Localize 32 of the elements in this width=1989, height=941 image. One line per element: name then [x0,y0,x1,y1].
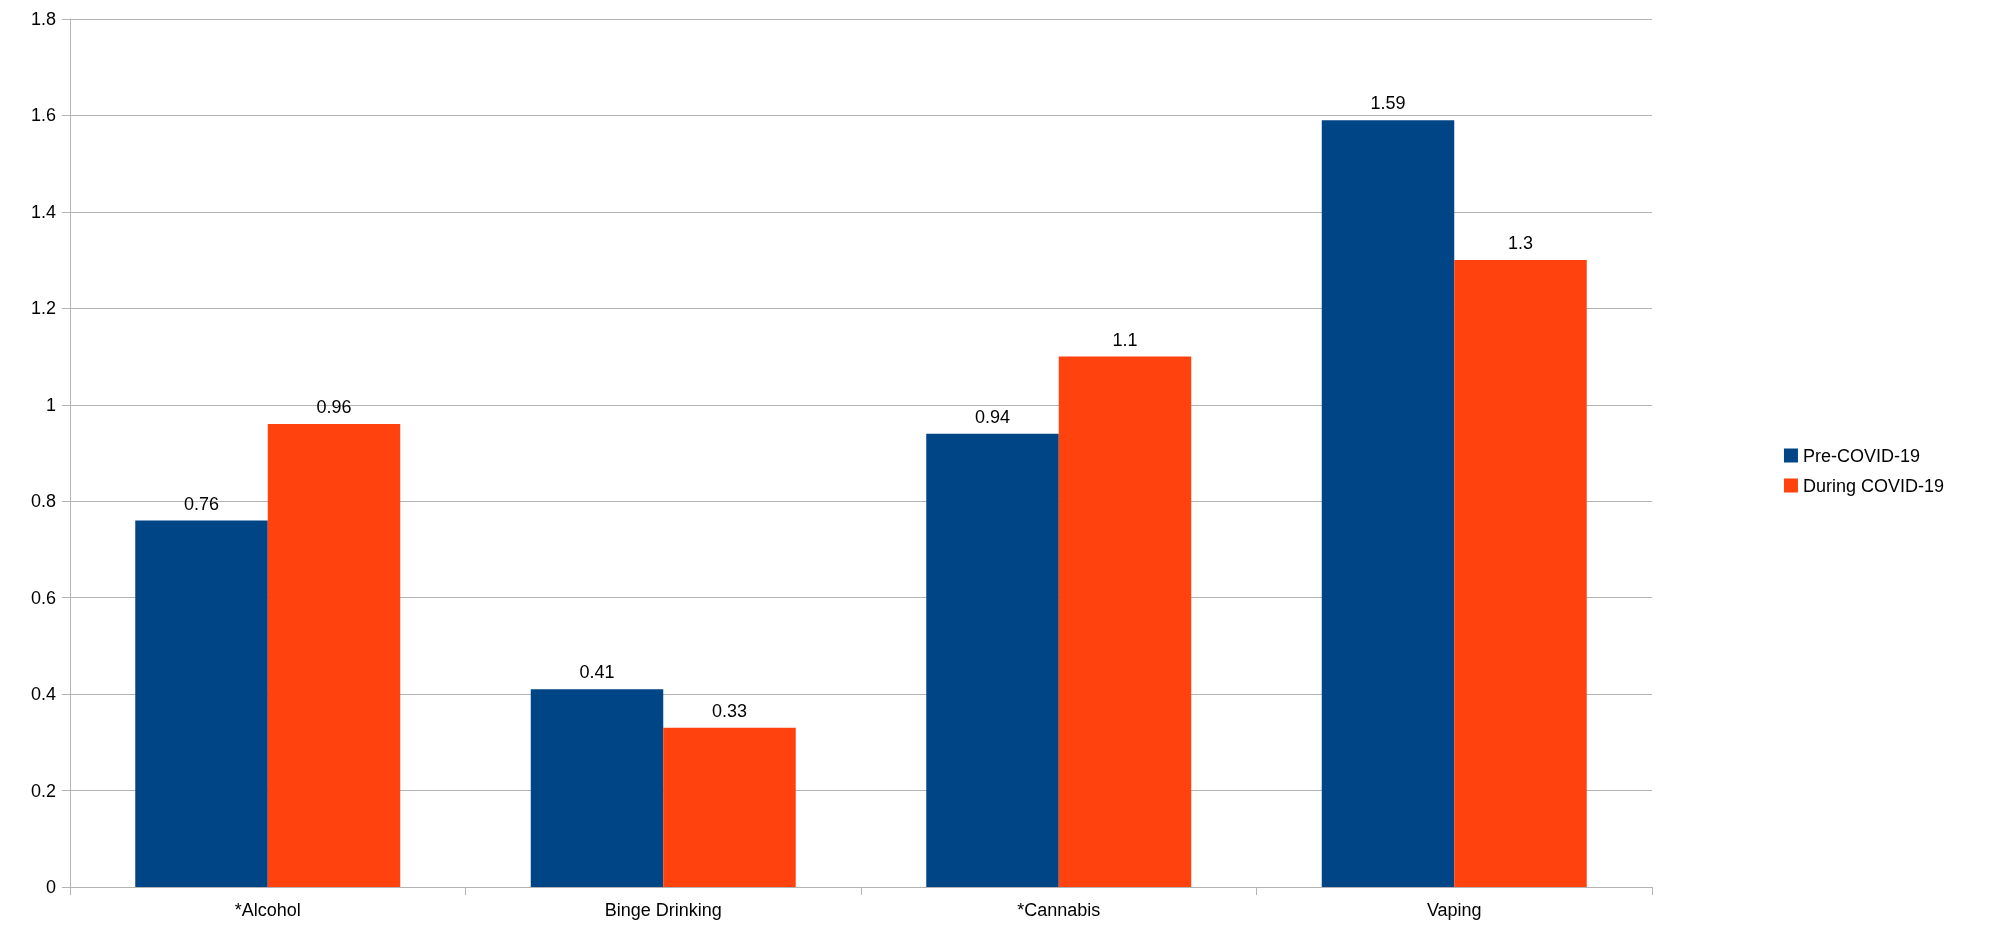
data-label: 1.59 [1370,93,1406,114]
bar [267,424,401,887]
y-tick-label: 1.6 [30,105,56,126]
bar [926,433,1059,887]
y-tick-label: 0.8 [30,491,56,512]
y-tick-label: 0.4 [30,684,56,705]
y-tick-label: 1.4 [30,201,56,222]
data-label: 1.1 [1112,329,1138,350]
y-tick-label: 0 [45,877,56,897]
bar [663,727,796,887]
y-tick-label: 1 [45,394,56,415]
legend-label: During COVID-19 [1802,475,1944,496]
legend-label: Pre-COVID-19 [1802,445,1920,466]
data-label: 0.76 [183,493,220,514]
data-label: 0.94 [974,406,1011,427]
data-label: 0.33 [711,700,748,721]
y-tick-label: 0.2 [30,780,56,801]
data-label: 1.3 [1507,233,1534,254]
x-tick-label: Binge Drinking [604,900,722,920]
x-tick-label: *Cannabis [1017,900,1101,920]
bar [1321,120,1455,887]
data-label: 0.96 [316,397,352,418]
x-tick-label: *Alcohol [234,900,301,920]
x-tick-label: Vaping [1426,900,1482,920]
bar [1454,260,1587,887]
bar [1058,356,1192,887]
y-tick-label: 0.6 [30,587,56,608]
data-label: 0.41 [579,662,615,683]
y-tick-label: 1.2 [30,298,56,319]
bar [135,520,268,887]
bar [530,689,664,887]
y-tick-label: 1.8 [30,9,56,29]
